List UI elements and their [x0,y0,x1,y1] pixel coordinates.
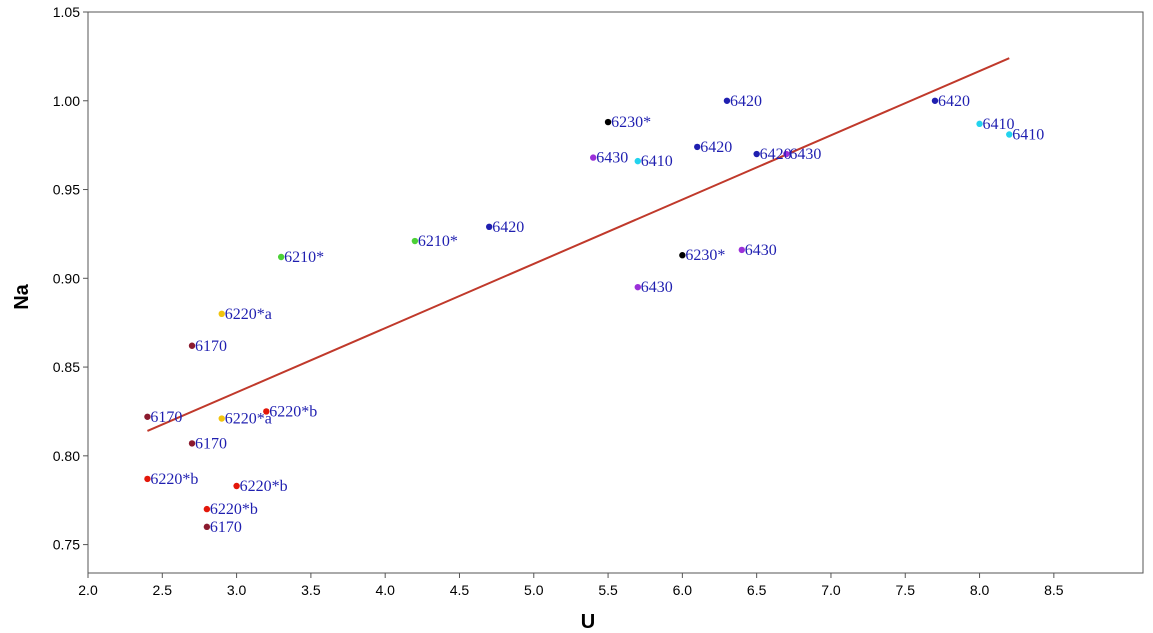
y-axis-ticks: 0.75 0.80 0.85 0.90 0.95 1.00 1.05 [53,4,88,553]
data-point [233,482,240,490]
data-point [218,310,225,318]
data-point [634,283,641,291]
data-points [144,97,1013,531]
y-tick-label: 1.05 [53,4,80,20]
data-point [976,120,983,128]
x-tick-label: 7.0 [821,582,841,598]
data-point [590,154,597,161]
data-point [738,246,746,254]
y-tick-label: 0.75 [53,537,80,553]
data-label: 6220*b [210,501,258,518]
y-axis-title: Na [11,283,33,309]
trend-line [147,57,1010,432]
x-tick-label: 7.5 [896,582,916,598]
data-label: 6430 [641,279,673,296]
data-point [694,143,701,151]
data-point [263,408,270,415]
data-point [679,252,686,259]
data-label: 6410 [641,153,673,170]
data-label: 6430 [596,150,628,167]
x-tick-label: 5.0 [524,582,544,598]
x-tick-label: 6.5 [747,582,767,598]
data-label: 6420 [938,93,970,110]
data-label: 6230* [685,247,725,264]
x-axis-title: U [581,611,595,633]
data-point [1006,131,1013,138]
data-label: 6170 [150,409,182,426]
data-label: 6230* [611,114,651,131]
data-point [277,253,285,261]
plot-frame [87,11,1144,574]
data-label: 6210* [284,249,324,266]
data-label: 6410 [1012,126,1044,143]
data-label: 6170 [195,435,227,452]
x-tick-label: 3.0 [227,582,247,598]
x-tick-label: 2.5 [153,582,173,598]
data-point [188,440,196,447]
x-tick-label: 8.0 [970,582,990,598]
data-label: 6220*a [225,306,272,323]
x-tick-label: 4.0 [375,582,395,598]
y-tick-label: 0.95 [53,182,80,198]
data-label: 6430 [745,242,777,259]
x-tick-label: 3.5 [301,582,321,598]
data-point [783,150,790,158]
data-point [203,523,211,531]
data-label: 6210* [418,233,458,250]
data-label: 6220*b [269,403,317,420]
y-tick-label: 0.85 [53,359,80,375]
y-tick-label: 0.90 [53,270,80,286]
data-label: 6220*a [225,411,272,428]
data-label: 6220*b [150,471,198,488]
data-label: 6420 [760,146,792,163]
data-label: 6170 [210,519,242,536]
x-tick-label: 8.5 [1044,582,1064,598]
x-tick-label: 6.0 [673,582,693,598]
data-label: 6220*b [240,478,288,495]
data-point [188,342,196,349]
data-label: 6420 [730,93,762,110]
data-labels: 61706170617061706210*6210*6220*a6220*a62… [150,93,1044,536]
data-point [411,237,419,245]
data-label: 6170 [195,338,227,355]
data-label: 6410 [983,116,1015,133]
data-point [485,223,493,231]
data-point [723,97,731,104]
data-label: 6420 [492,219,524,236]
data-point [144,413,151,420]
data-point [203,505,211,513]
x-tick-label: 5.5 [598,582,618,598]
data-point [634,157,641,165]
data-point [931,97,939,104]
y-tick-label: 0.80 [53,448,80,464]
x-tick-label: 2.0 [78,582,98,598]
data-point [218,415,225,422]
data-point [604,118,612,126]
y-tick-label: 1.00 [53,93,80,109]
x-tick-label: 4.5 [450,582,470,598]
data-point [144,475,151,483]
data-point [753,150,760,158]
data-label: 6420 [700,139,732,156]
x-axis-ticks: 2.0 2.5 3.0 3.5 4.0 4.5 5.0 5.5 6.0 6.5 7.0 7.5 8.0 8… [78,573,1064,598]
data-label: 6430 [789,146,821,163]
